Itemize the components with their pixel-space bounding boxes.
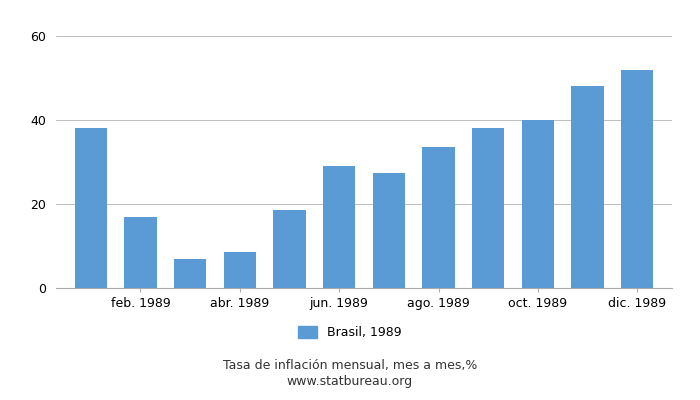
Bar	[224, 252, 256, 288]
Legend: Brasil, 1989: Brasil, 1989	[298, 326, 402, 339]
Bar	[621, 70, 653, 288]
Bar	[472, 128, 504, 288]
Text: Tasa de inflación mensual, mes a mes,%: Tasa de inflación mensual, mes a mes,%	[223, 360, 477, 372]
Bar	[75, 128, 107, 288]
Bar	[323, 166, 356, 288]
Bar	[571, 86, 603, 288]
Bar	[372, 172, 405, 288]
Bar	[125, 216, 157, 288]
Text: www.statbureau.org: www.statbureau.org	[287, 376, 413, 388]
Bar	[174, 258, 206, 288]
Bar	[273, 210, 306, 288]
Bar	[422, 147, 455, 288]
Bar	[522, 120, 554, 288]
